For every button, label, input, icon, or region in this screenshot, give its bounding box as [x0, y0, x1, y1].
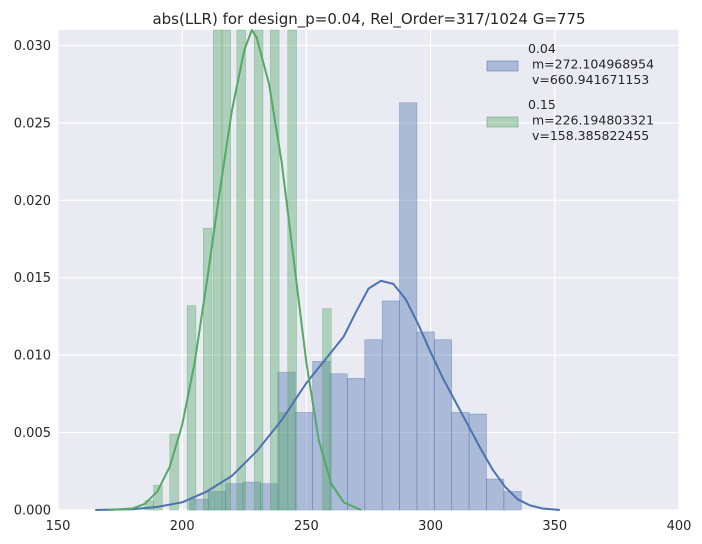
histogram-bar — [468, 413, 487, 511]
histogram-bar — [270, 29, 280, 511]
grid-lines — [57, 30, 680, 511]
histogram-bar — [322, 308, 332, 511]
kde-curve — [95, 279, 560, 511]
plot-area — [58, 30, 679, 510]
x-tick-label: 350 — [542, 519, 567, 534]
x-tick-label: 150 — [46, 519, 71, 534]
histogram-bar — [294, 412, 313, 511]
y-tick-label: 0.015 — [14, 271, 51, 286]
histogram-bar — [486, 478, 505, 511]
legend: 0.04 m=272.104968954 v=660.941671153 0.15… — [486, 41, 654, 143]
y-tick-label: 0.000 — [14, 504, 51, 519]
y-tick-label: 0.030 — [14, 39, 51, 54]
x-tick-label: 250 — [294, 519, 319, 534]
x-tick-label: 400 — [667, 519, 692, 534]
histogram-bar — [203, 227, 213, 511]
kde-curves — [95, 29, 560, 511]
histogram-bar — [221, 29, 231, 511]
histogram-bar — [253, 29, 264, 511]
histogram-bar — [186, 305, 197, 511]
legend-label: 0.15 m=226.194803321 v=158.385822455 — [528, 97, 654, 143]
x-tick-label: 200 — [170, 519, 195, 534]
y-tick-label: 0.005 — [14, 426, 51, 441]
histogram-bar — [347, 378, 366, 511]
histogram-bar — [416, 331, 435, 511]
y-tick-label: 0.020 — [14, 194, 51, 209]
histogram-bar — [364, 339, 383, 511]
histogram-bar — [169, 433, 179, 511]
chart-title: abs(LLR) for design_p=0.04, Rel_Order=31… — [152, 10, 585, 29]
kde-curve — [107, 29, 362, 511]
histogram-bar — [329, 373, 348, 511]
y-tick-label: 0.010 — [14, 349, 51, 364]
histogram-bar — [153, 484, 163, 511]
y-tick-label: 0.025 — [14, 116, 51, 131]
axis-ticks: 150 200 250 300 350 400 0.000 0.005 0.010 0.015 0.… — [14, 39, 692, 534]
histogram-bar — [236, 29, 246, 511]
legend-label: 0.04 m=272.104968954 v=660.941671153 — [528, 41, 654, 87]
x-tick-label: 300 — [418, 519, 443, 534]
histogram-bar — [278, 412, 289, 511]
histogram-bar — [451, 412, 470, 511]
legend-swatch — [486, 116, 519, 128]
histogram-bar — [381, 300, 400, 511]
legend-swatch — [486, 60, 519, 72]
histogram-bar — [212, 29, 223, 511]
histogram-bar — [287, 29, 297, 511]
